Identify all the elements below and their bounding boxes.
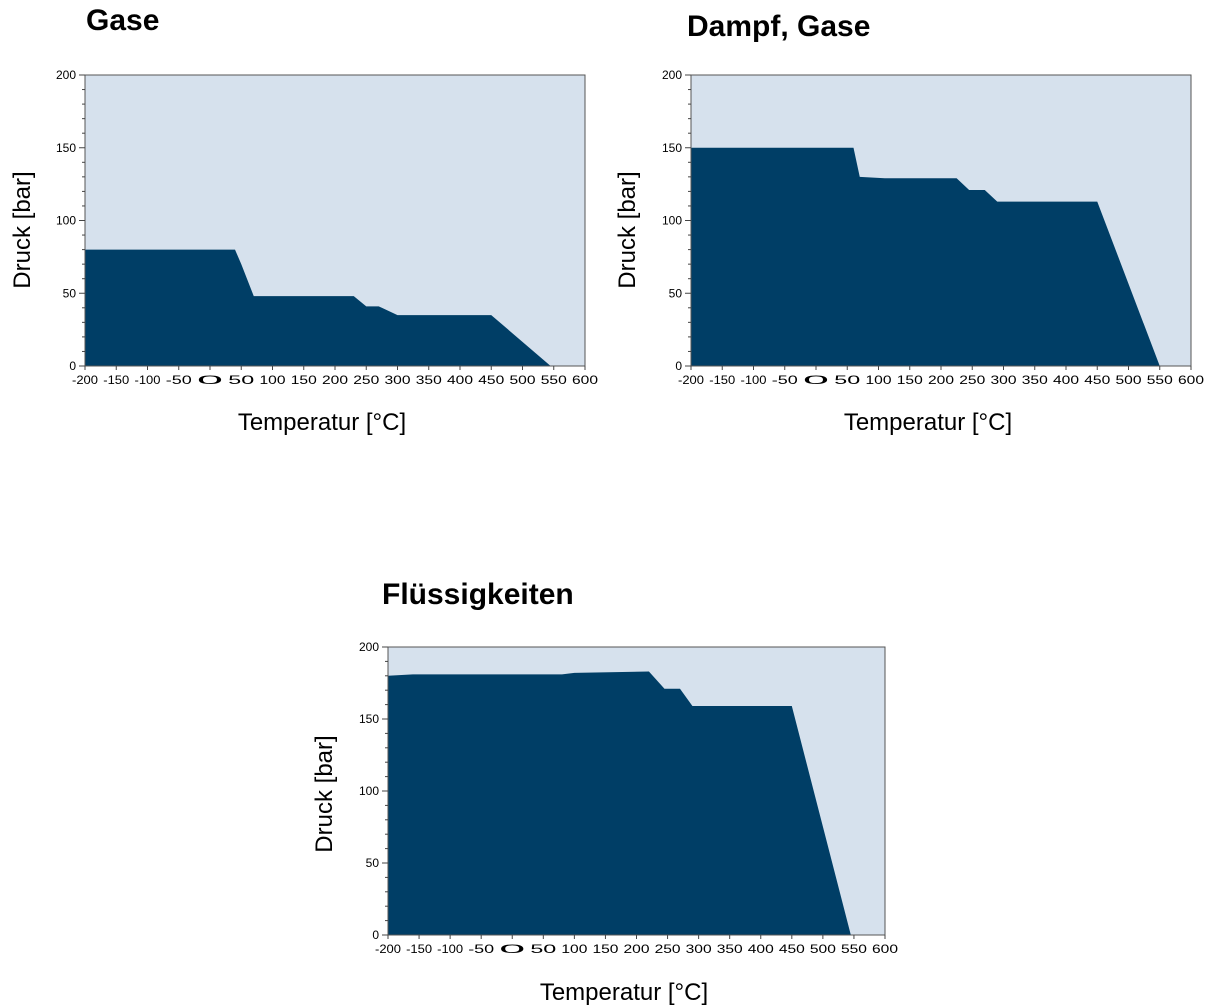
chart-title: Dampf, Gase	[687, 10, 871, 43]
y-tick-label: 50	[63, 286, 77, 300]
chart-title: Gase	[86, 4, 160, 37]
y-tick-label: 150	[56, 141, 76, 155]
x-tick-label: 200	[624, 942, 650, 956]
x-tick-label: -200	[72, 373, 98, 387]
chart-svg: 0 50 100 150 200 -200 -150 -100 -50 0 50 100 150 200 2…	[311, 640, 898, 1006]
x-tick-label: 600	[1178, 373, 1204, 387]
x-tick-label: 250	[655, 942, 681, 956]
x-tick-label: -50	[772, 373, 798, 387]
x-tick-label: 100	[561, 942, 587, 956]
y-tick-label: 0	[675, 359, 682, 373]
x-tick-label: 500	[1116, 373, 1142, 387]
x-tick-label: -50	[468, 942, 494, 956]
x-tick-label: 0	[197, 373, 224, 387]
x-tick-label: 600	[572, 373, 598, 387]
x-tick-label: 200	[928, 373, 954, 387]
x-tick-label: 350	[1022, 373, 1048, 387]
x-tick-label: -200	[375, 942, 401, 956]
x-tick-label: 400	[748, 942, 774, 956]
x-tick-label: 150	[291, 373, 317, 387]
chart-svg: 0 50 100 150 200 -200 -150 -100 -50 0 50 100 150 200 2…	[614, 68, 1204, 436]
x-tick-label: 550	[841, 942, 867, 956]
x-tick-label: -200	[678, 373, 704, 387]
x-tick-label: 450	[1084, 373, 1110, 387]
x-tick-label: 350	[416, 373, 442, 387]
x-tick-label: 0	[499, 942, 526, 956]
y-tick-label: 200	[56, 68, 76, 82]
x-tick-label: 550	[541, 373, 567, 387]
x-tick-label: 250	[353, 373, 379, 387]
y-tick-label: 50	[669, 286, 683, 300]
x-tick-label: 100	[260, 373, 286, 387]
x-tick-label: -150	[709, 373, 735, 387]
x-axis-label: Temperatur [°C]	[844, 409, 1012, 436]
x-tick-label: 150	[897, 373, 923, 387]
x-tick-label: 350	[717, 942, 743, 956]
x-tick-label: 600	[872, 942, 898, 956]
x-tick-label: 0	[803, 373, 830, 387]
y-tick-label: 200	[662, 68, 682, 82]
area-series	[691, 147, 1160, 366]
y-tick-label: 150	[662, 141, 682, 155]
area-series	[85, 249, 551, 366]
x-tick-label: 400	[1053, 373, 1079, 387]
x-axis-label: Temperatur [°C]	[238, 409, 406, 436]
x-tick-label: -150	[406, 942, 432, 956]
y-tick-label: 100	[662, 214, 682, 228]
x-tick-label: -150	[103, 373, 129, 387]
y-tick-label: 50	[366, 856, 380, 870]
x-tick-label: -100	[135, 373, 161, 387]
y-tick-label: 100	[56, 214, 76, 228]
y-tick-label: 0	[372, 928, 379, 942]
chart-fluessigkeiten: Flüssigkeiten 0 50 100 150 200 -200 -150 -100 -5…	[302, 572, 907, 1006]
x-tick-label: 450	[478, 373, 504, 387]
x-tick-label: 50	[530, 942, 557, 956]
y-tick-label: 100	[359, 784, 379, 798]
y-axis-label: Druck [bar]	[311, 735, 338, 852]
x-axis-label: Temperatur [°C]	[540, 979, 708, 1006]
x-tick-label: 300	[686, 942, 712, 956]
x-tick-label: -100	[437, 942, 463, 956]
x-tick-label: 300	[991, 373, 1017, 387]
y-axis-label: Druck [bar]	[614, 171, 641, 288]
x-tick-label: 50	[228, 373, 255, 387]
chart-title: Flüssigkeiten	[382, 578, 574, 611]
x-tick-label: 400	[447, 373, 473, 387]
x-tick-label: 450	[779, 942, 805, 956]
x-tick-label: 50	[834, 373, 861, 387]
x-tick-label: 500	[810, 942, 836, 956]
y-tick-label: 0	[69, 359, 76, 373]
y-axis-label: Druck [bar]	[9, 171, 36, 288]
x-tick-label: 100	[866, 373, 892, 387]
x-tick-label: 550	[1147, 373, 1173, 387]
x-tick-label: 500	[510, 373, 536, 387]
x-tick-label: -50	[166, 373, 192, 387]
chart-svg: 0 50 100 150 200 -200 -150 -100 -50 0 50 100 150 200 2…	[9, 68, 598, 436]
y-tick-label: 150	[359, 712, 379, 726]
y-tick-label: 200	[359, 640, 379, 654]
x-tick-label: 150	[592, 942, 618, 956]
x-tick-label: -100	[741, 373, 767, 387]
chart-dampf-gase: Dampf, Gase 0 50 100 150 200 -200 -150 -100 -50 0…	[605, 0, 1210, 450]
x-tick-label: 250	[959, 373, 985, 387]
x-tick-label: 300	[385, 373, 411, 387]
x-tick-label: 200	[322, 373, 348, 387]
area-series	[388, 671, 851, 935]
chart-gase: Gase 0 50 100 150 200 -200 -150 -100 -50 0 50 100 15…	[0, 0, 605, 450]
